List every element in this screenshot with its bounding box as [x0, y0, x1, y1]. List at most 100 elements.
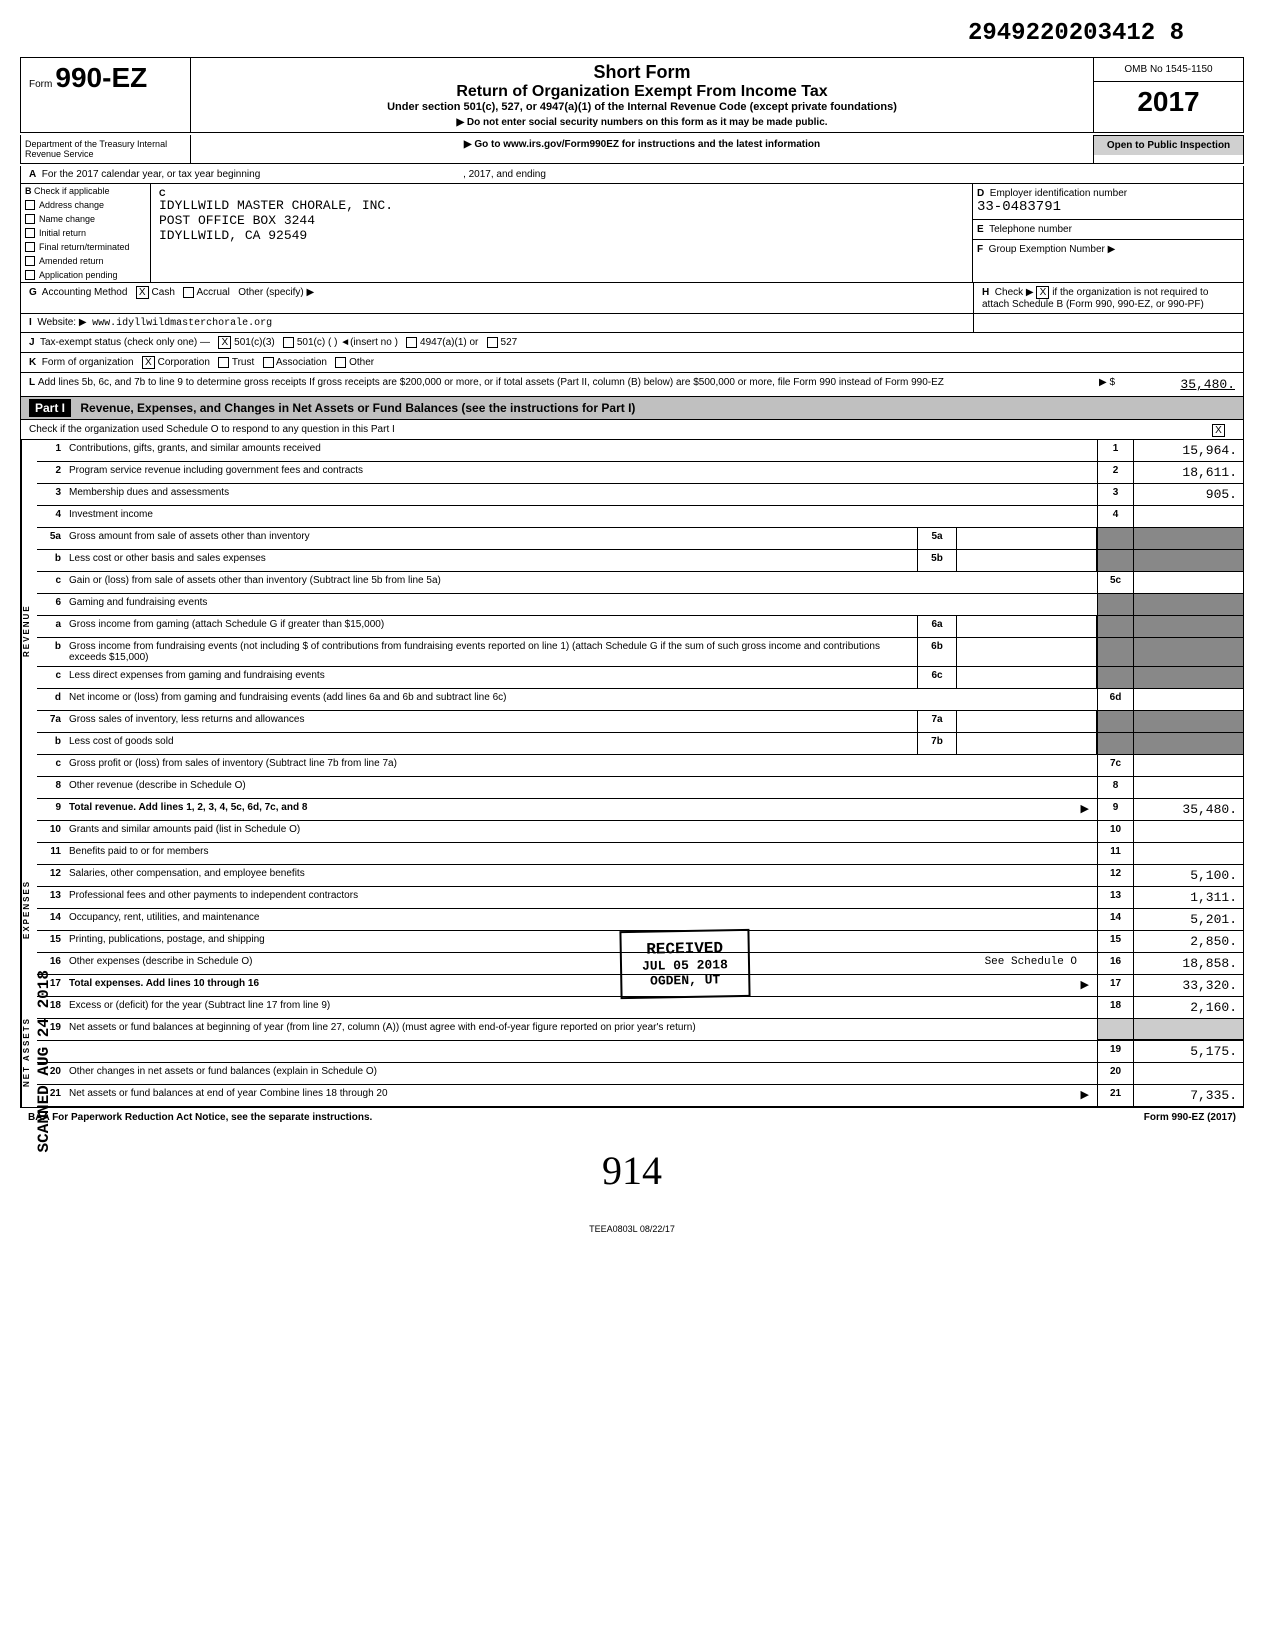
line-13: 13 Professional fees and other payments …: [37, 887, 1243, 909]
cb-accrual[interactable]: [183, 287, 194, 298]
cb-amended[interactable]: Amended return: [21, 254, 150, 268]
line-14: 14 Occupancy, rent, utilities, and maint…: [37, 909, 1243, 931]
form-notice-1: ▶ Do not enter social security numbers o…: [195, 117, 1089, 128]
received-date: JUL 05 2018: [642, 957, 728, 973]
tax-year: 2017: [1094, 82, 1243, 122]
col-b-header: B Check if applicable: [21, 184, 150, 198]
cb-application-pending[interactable]: Application pending: [21, 268, 150, 282]
line-9: 9 Total revenue. Add lines 1, 2, 3, 4, 5…: [37, 799, 1243, 821]
line-18-value: 2,160.: [1133, 997, 1243, 1018]
scanned-stamp: SCANNED AUG 24 2018: [35, 970, 53, 1152]
org-name: IDYLLWILD MASTER CHORALE, INC.: [159, 198, 964, 213]
cb-cash[interactable]: X: [136, 286, 149, 299]
line-14-value: 5,201.: [1133, 909, 1243, 930]
label-h: H: [982, 287, 989, 298]
omb-number: OMB No 1545-1150: [1094, 58, 1243, 82]
goto-instructions: ▶ Go to www.irs.gov/Form990EZ for instru…: [191, 135, 1093, 163]
handwritten-init: 914: [20, 1147, 1244, 1194]
line-15-value: 2,850.: [1133, 931, 1243, 952]
row-l-text: Add lines 5b, 6c, and 7b to line 9 to de…: [38, 377, 1099, 392]
cb-501c3[interactable]: X: [218, 336, 231, 349]
cb-schedule-o-part1[interactable]: X: [1212, 424, 1225, 437]
501c-label2: ) ◄(insert no ): [334, 337, 398, 348]
accounting-method-label: Accounting Method: [42, 287, 128, 298]
cb-501c[interactable]: [283, 337, 294, 348]
line-6c: c Less direct expenses from gaming and f…: [37, 667, 1243, 689]
cb-address-change[interactable]: Address change: [21, 198, 150, 212]
open-public-box: Open to Public Inspection: [1093, 135, 1243, 163]
received-text: RECEIVED: [642, 939, 728, 958]
revenue-section: REVENUE 1 Contributions, gifts, grants, …: [21, 440, 1243, 821]
line-9-value: 35,480.: [1133, 799, 1243, 820]
line-8: 8 Other revenue (describe in Schedule O)…: [37, 777, 1243, 799]
form-title-2: Return of Organization Exempt From Incom…: [195, 83, 1089, 101]
form-header: Form 990-EZ Short Form Return of Organiz…: [20, 57, 1244, 133]
label-f: F: [977, 244, 983, 255]
check-if-applicable: Check if applicable: [34, 186, 110, 196]
row-g-accounting: G Accounting Method X Cash Accrual Other…: [21, 283, 1243, 314]
line-7a: 7a Gross sales of inventory, less return…: [37, 711, 1243, 733]
line-18: 18 Excess or (deficit) for the year (Sub…: [37, 997, 1243, 1019]
footer-code: TEEA0803L 08/22/17: [20, 1224, 1244, 1234]
cb-4947[interactable]: [406, 337, 417, 348]
cb-527[interactable]: [487, 337, 498, 348]
line-6: 6 Gaming and fundraising events: [37, 594, 1243, 616]
form-label: Form: [29, 79, 52, 90]
ein-value: 33-0483791: [977, 199, 1061, 215]
4947-label: 4947(a)(1) or: [420, 337, 478, 348]
baa-form: Form 990-EZ (2017): [1144, 1112, 1236, 1123]
527-label: 527: [501, 337, 518, 348]
phone-label: Telephone number: [989, 224, 1072, 235]
label-j: J: [29, 337, 35, 348]
cb-corporation[interactable]: X: [142, 356, 155, 369]
form-number: 990-EZ: [55, 62, 147, 93]
info-grid: B Check if applicable Address change Nam…: [21, 184, 1243, 283]
row-a-tax-year: A For the 2017 calendar year, or tax yea…: [21, 166, 1243, 184]
group-exemption-label: Group Exemption Number: [989, 244, 1105, 255]
revenue-label: REVENUE: [21, 440, 37, 821]
label-k: K: [29, 357, 36, 368]
open-public: Open to Public Inspection: [1094, 135, 1243, 155]
cb-trust[interactable]: [218, 357, 229, 368]
label-e: E: [977, 224, 984, 235]
line-5c: c Gain or (loss) from sale of assets oth…: [37, 572, 1243, 594]
line-4-value: [1133, 506, 1243, 527]
ein-box: D Employer identification number 33-0483…: [973, 184, 1243, 220]
line-5b: b Less cost or other basis and sales exp…: [37, 550, 1243, 572]
form-title-box: Short Form Return of Organization Exempt…: [191, 58, 1093, 132]
association-label: Association: [276, 357, 327, 368]
baa-text: BAA For Paperwork Reduction Act Notice, …: [28, 1112, 1144, 1123]
line-16-value: 18,858.: [1133, 953, 1243, 974]
line-7b: b Less cost of goods sold 7b: [37, 733, 1243, 755]
line-2: 2 Program service revenue including gove…: [37, 462, 1243, 484]
cb-final-return[interactable]: Final return/terminated: [21, 240, 150, 254]
row-l-gross-receipts: L Add lines 5b, 6c, and 7b to line 9 to …: [21, 373, 1243, 397]
cb-initial-return[interactable]: Initial return: [21, 226, 150, 240]
line-20-value: [1133, 1063, 1243, 1084]
line-17-value: 33,320.: [1133, 975, 1243, 996]
phone-box: E Telephone number: [973, 220, 1243, 240]
column-b-checkboxes: B Check if applicable Address change Nam…: [21, 184, 151, 282]
line-21-value: 7,335.: [1133, 1085, 1243, 1106]
501c3-label: 501(c)(3): [234, 337, 275, 348]
line-8-value: [1133, 777, 1243, 798]
org-form-label: Form of organization: [42, 357, 134, 368]
website-label: Website: ▶: [37, 317, 86, 328]
line-19b: 19 5,175.: [37, 1041, 1243, 1063]
cb-other-org[interactable]: [335, 357, 346, 368]
line-6d: d Net income or (loss) from gaming and f…: [37, 689, 1243, 711]
cb-h[interactable]: X: [1036, 286, 1049, 299]
line-20: 20 Other changes in net assets or fund b…: [37, 1063, 1243, 1085]
row-j-tax-status: J Tax-exempt status (check only one) — X…: [21, 333, 1243, 353]
row-l-arrow: ▶ $: [1099, 377, 1115, 392]
line-12-value: 5,100.: [1133, 865, 1243, 886]
line-13-value: 1,311.: [1133, 887, 1243, 908]
other-label: Other (specify) ▶: [238, 287, 314, 298]
line-12: 12 Salaries, other compensation, and emp…: [37, 865, 1243, 887]
other-org-label: Other: [349, 357, 374, 368]
cb-association[interactable]: [263, 357, 274, 368]
website-url: www.idyllwildmasterchorale.org: [92, 318, 272, 329]
arrow-f: ▶: [1108, 244, 1116, 255]
cb-name-change[interactable]: Name change: [21, 212, 150, 226]
part1-label: Part I: [29, 399, 71, 417]
